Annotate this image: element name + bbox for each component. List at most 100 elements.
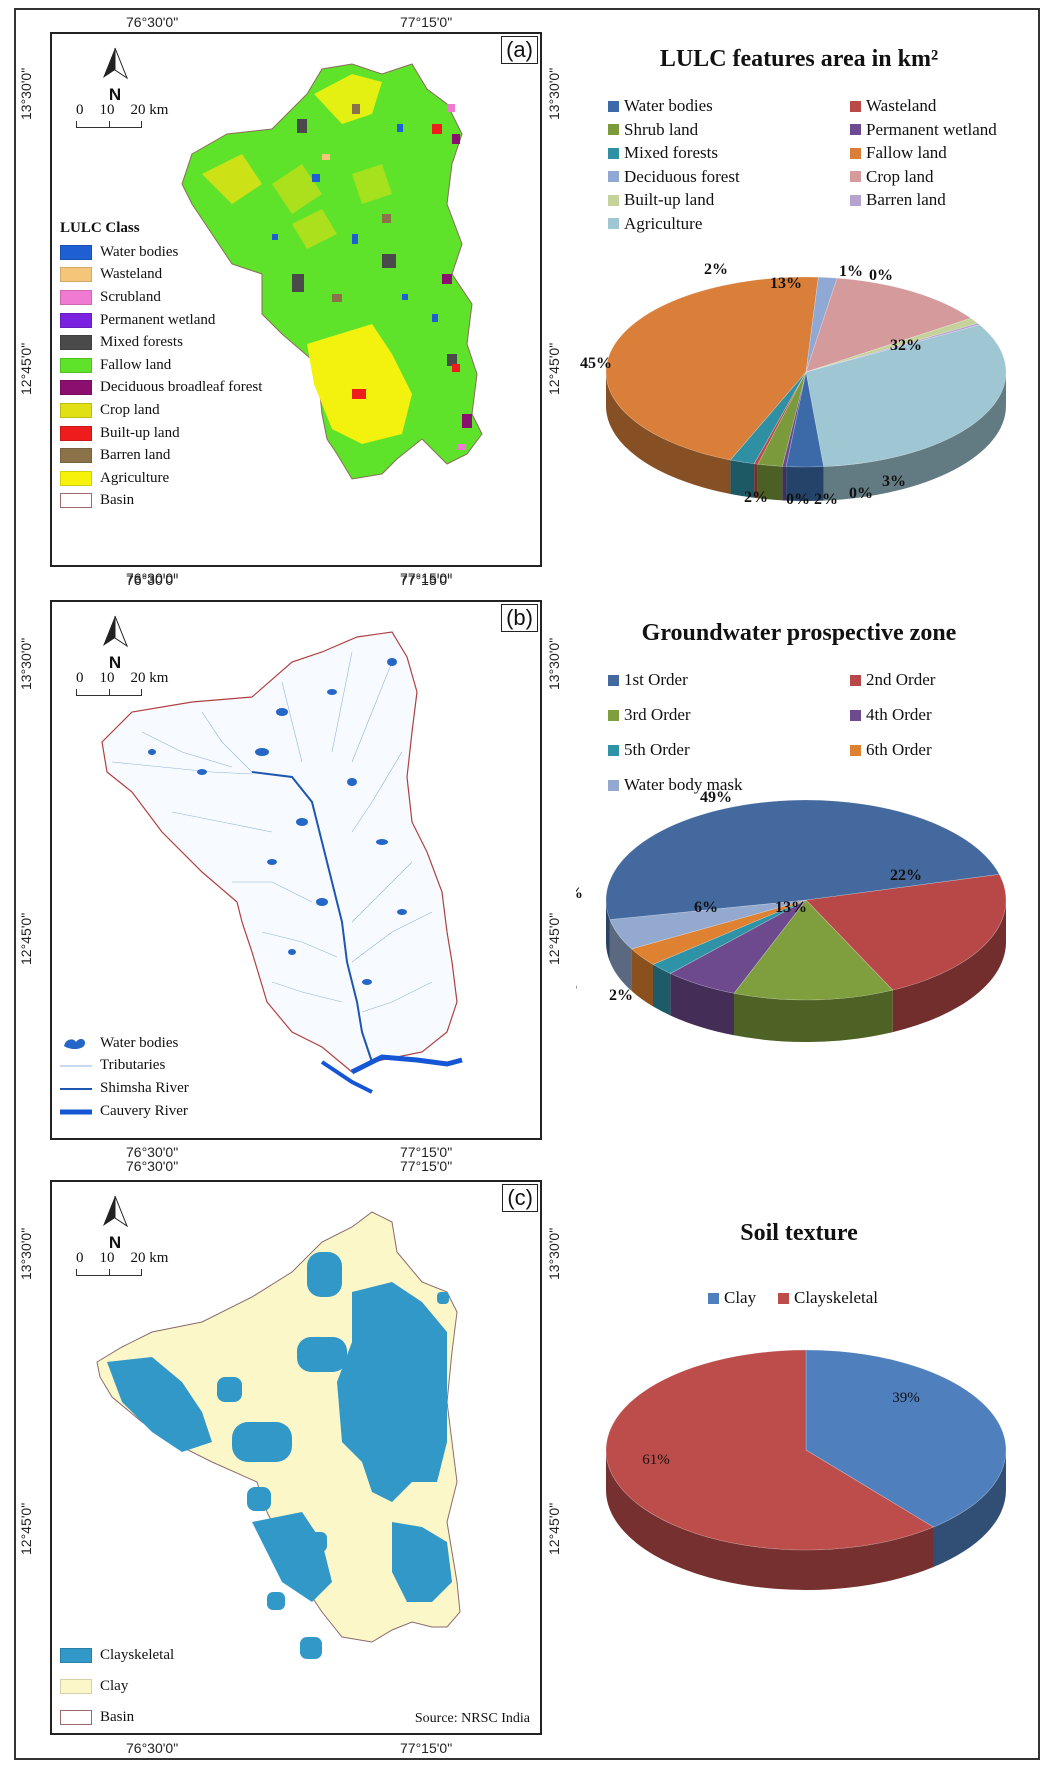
lulc-map: N 0 10 20 km LULC Class Water bodies Wastel…: [50, 32, 542, 567]
north-arrow-icon: [103, 47, 129, 80]
scale-tick-20: 20 km: [130, 670, 169, 686]
barren-land-swatch: [60, 448, 92, 464]
legend-item-2nd-order: 2nd Order: [850, 670, 935, 690]
pie-slice-water-bodies: [785, 371, 824, 468]
clay-legend-swatch: [708, 1292, 719, 1304]
pie-side-shrub-land: [757, 464, 783, 501]
pie-side-permanent-wetland: [782, 466, 787, 501]
lon-label-bottom-left-c: 76°30'0": [126, 1740, 179, 1756]
water-bodies-icon: [64, 1038, 86, 1049]
pie-label-2nd-order: 22%: [890, 867, 922, 884]
legend-cauvery-river: Cauvery River: [100, 1102, 188, 1119]
lon-label-right: 77°15'0": [400, 14, 453, 30]
soil-legend-row-clayskeletal: Clayskeletal: [60, 1640, 174, 1671]
soil-legend-row-basin: Basin: [60, 1702, 174, 1733]
panel-c: 76°30'0" 77°15'0" 13°30'0" 12°45'0" 13°3…: [16, 1158, 1042, 1760]
scale-bar-c: 0 10 20 km: [76, 1250, 168, 1276]
pie-slice-agriculture: [805, 324, 1007, 467]
pie-side-2nd-order: [892, 900, 1006, 1033]
lat-label-top-left-b: 13°30'0": [18, 637, 34, 690]
crop-land-legend-swatch: [850, 171, 861, 182]
lon-label-left: 76°30'0": [126, 14, 179, 30]
lulc-legend-label-agriculture: Agriculture: [100, 469, 170, 486]
source-note: Source: NRSC India: [414, 1711, 530, 1726]
lulc-legend-label-mixed-forests: Mixed forests: [100, 334, 183, 351]
pie-slice-wasteland: [753, 371, 807, 465]
legend-label-wasteland: Wasteland: [866, 96, 937, 115]
legend-label-water-bodies: Water bodies: [624, 96, 713, 115]
lulc-legend-row-permanent-wetland: Permanent wetland: [60, 309, 262, 332]
lulc-legend-label-fallow-land: Fallow land: [100, 356, 172, 373]
groundwater-pie-chart: 22% 13% 6% 2% 3% 5% 49%: [576, 789, 1007, 1042]
north-arrow-b: N: [98, 614, 132, 673]
legend-label-fallow-land: Fallow land: [866, 143, 947, 162]
legend-item-crop-land: Crop land: [850, 167, 934, 187]
soil-pie-chart: 39% 61%: [605, 1349, 1007, 1590]
lulc-legend-label-built-up-land: Built-up land: [100, 424, 180, 441]
built-up-land-legend-swatch: [608, 194, 619, 206]
pie-side-agriculture: [823, 372, 1006, 501]
drainage-map: N 0 10 20 km Water bodies Tributaries Shim…: [50, 600, 542, 1140]
soil-legend-label-clay: Clay: [100, 1678, 129, 1694]
pie-slice-clay: [805, 1349, 1007, 1528]
scale-tick-0: 0: [76, 670, 84, 686]
pie-side-clayskeletal: [606, 1450, 934, 1590]
north-arrow-c: N: [98, 1194, 132, 1253]
pie-label-permanent-wetland: 0%: [849, 485, 873, 502]
soil-legend-row-clay: Clay: [60, 1671, 174, 1702]
pie-slice-1st-order: [605, 799, 1000, 920]
north-label: N: [108, 85, 122, 104]
legend-label-deciduous-forest: Deciduous forest: [624, 166, 740, 186]
scrubland-swatch: [60, 289, 92, 305]
pie-label-deciduous-forest: 2%: [704, 261, 728, 278]
panel-letter-c: (c): [502, 1184, 538, 1212]
pie-slice-crop-land: [805, 277, 972, 373]
legend-item-deciduous-forest: Deciduous forest: [608, 167, 740, 187]
lon-label-left-b: 76°30'0": [126, 572, 179, 588]
pie-slice-shrub-land: [757, 371, 807, 467]
legend-item-3rd-order: 3rd Order: [608, 705, 691, 725]
scale-tick-0: 0: [76, 1250, 84, 1266]
pie-slice-fallow-land: [605, 276, 819, 461]
lon-label-left-c: 76°30'0": [126, 1158, 179, 1174]
pie-side-wasteland: [754, 463, 758, 499]
chart-title-soil: Soil texture: [740, 1220, 858, 1246]
legend-item-4th-order: 4th Order: [850, 705, 932, 725]
legend-label-water-body-mask: Water body mask: [624, 775, 743, 794]
lulc-legend-label-barren-land: Barren land: [100, 447, 171, 464]
pie-slice-deciduous-forest: [805, 276, 838, 373]
soil-map-legend: Clayskeletal Clay Basin: [60, 1640, 174, 1733]
fallow-land-swatch: [60, 357, 92, 373]
legend-item-wasteland: Wasteland: [850, 96, 936, 116]
lulc-legend-label-water-bodies: Water bodies: [100, 243, 179, 260]
lulc-legend-row-water-bodies: Water bodies: [60, 241, 262, 264]
panel-letter-b: (b): [501, 604, 538, 632]
lon-label-bottom-right-b: 77°15'0": [400, 1144, 453, 1160]
legend-item-water-bodies: Water bodies: [608, 96, 713, 116]
lulc-map-legend: LULC Class Water bodies Wasteland Scrublan…: [60, 220, 262, 512]
legend-item-mixed-forests: Mixed forests: [608, 143, 718, 163]
5th-order-legend-swatch: [608, 744, 619, 756]
4th-order-legend-swatch: [850, 709, 861, 721]
pie-label-clayskeletal: 61%: [642, 1452, 670, 1468]
lon-label-right-b: 77°15'0": [400, 572, 453, 588]
drainage-map-graphic: [101, 631, 463, 1094]
legend-label-shrub-land: Shrub land: [624, 119, 699, 139]
shrub-land-legend-swatch: [608, 124, 619, 135]
lulc-legend-row-fallow-land: Fallow land: [60, 354, 262, 377]
basin-swatch: [60, 1710, 92, 1725]
lulc-legend-label-wasteland: Wasteland: [100, 266, 163, 283]
pie-side-mixed-forests: [730, 459, 755, 498]
pie-label-clay: 39%: [892, 1390, 920, 1406]
legend-item-agriculture: Agriculture: [608, 214, 702, 234]
water-bodies-legend-swatch: [608, 100, 619, 112]
lulc-legend-row-deciduous-broadleaf-forest: Deciduous broadleaf forest: [60, 377, 262, 400]
legend-label-clay: Clay: [724, 1288, 757, 1307]
legend-item-built-up-land: Built-up land: [608, 190, 714, 210]
lulc-legend-row-barren-land: Barren land: [60, 444, 262, 467]
panel-letter-a: (a): [501, 36, 538, 64]
mixed-forests-legend-swatch: [608, 147, 619, 159]
pie-label-built-up-land: 1%: [839, 263, 863, 280]
scale-tick-10: 10: [99, 1250, 115, 1266]
lat-label-top-right: 13°30'0": [546, 67, 562, 120]
